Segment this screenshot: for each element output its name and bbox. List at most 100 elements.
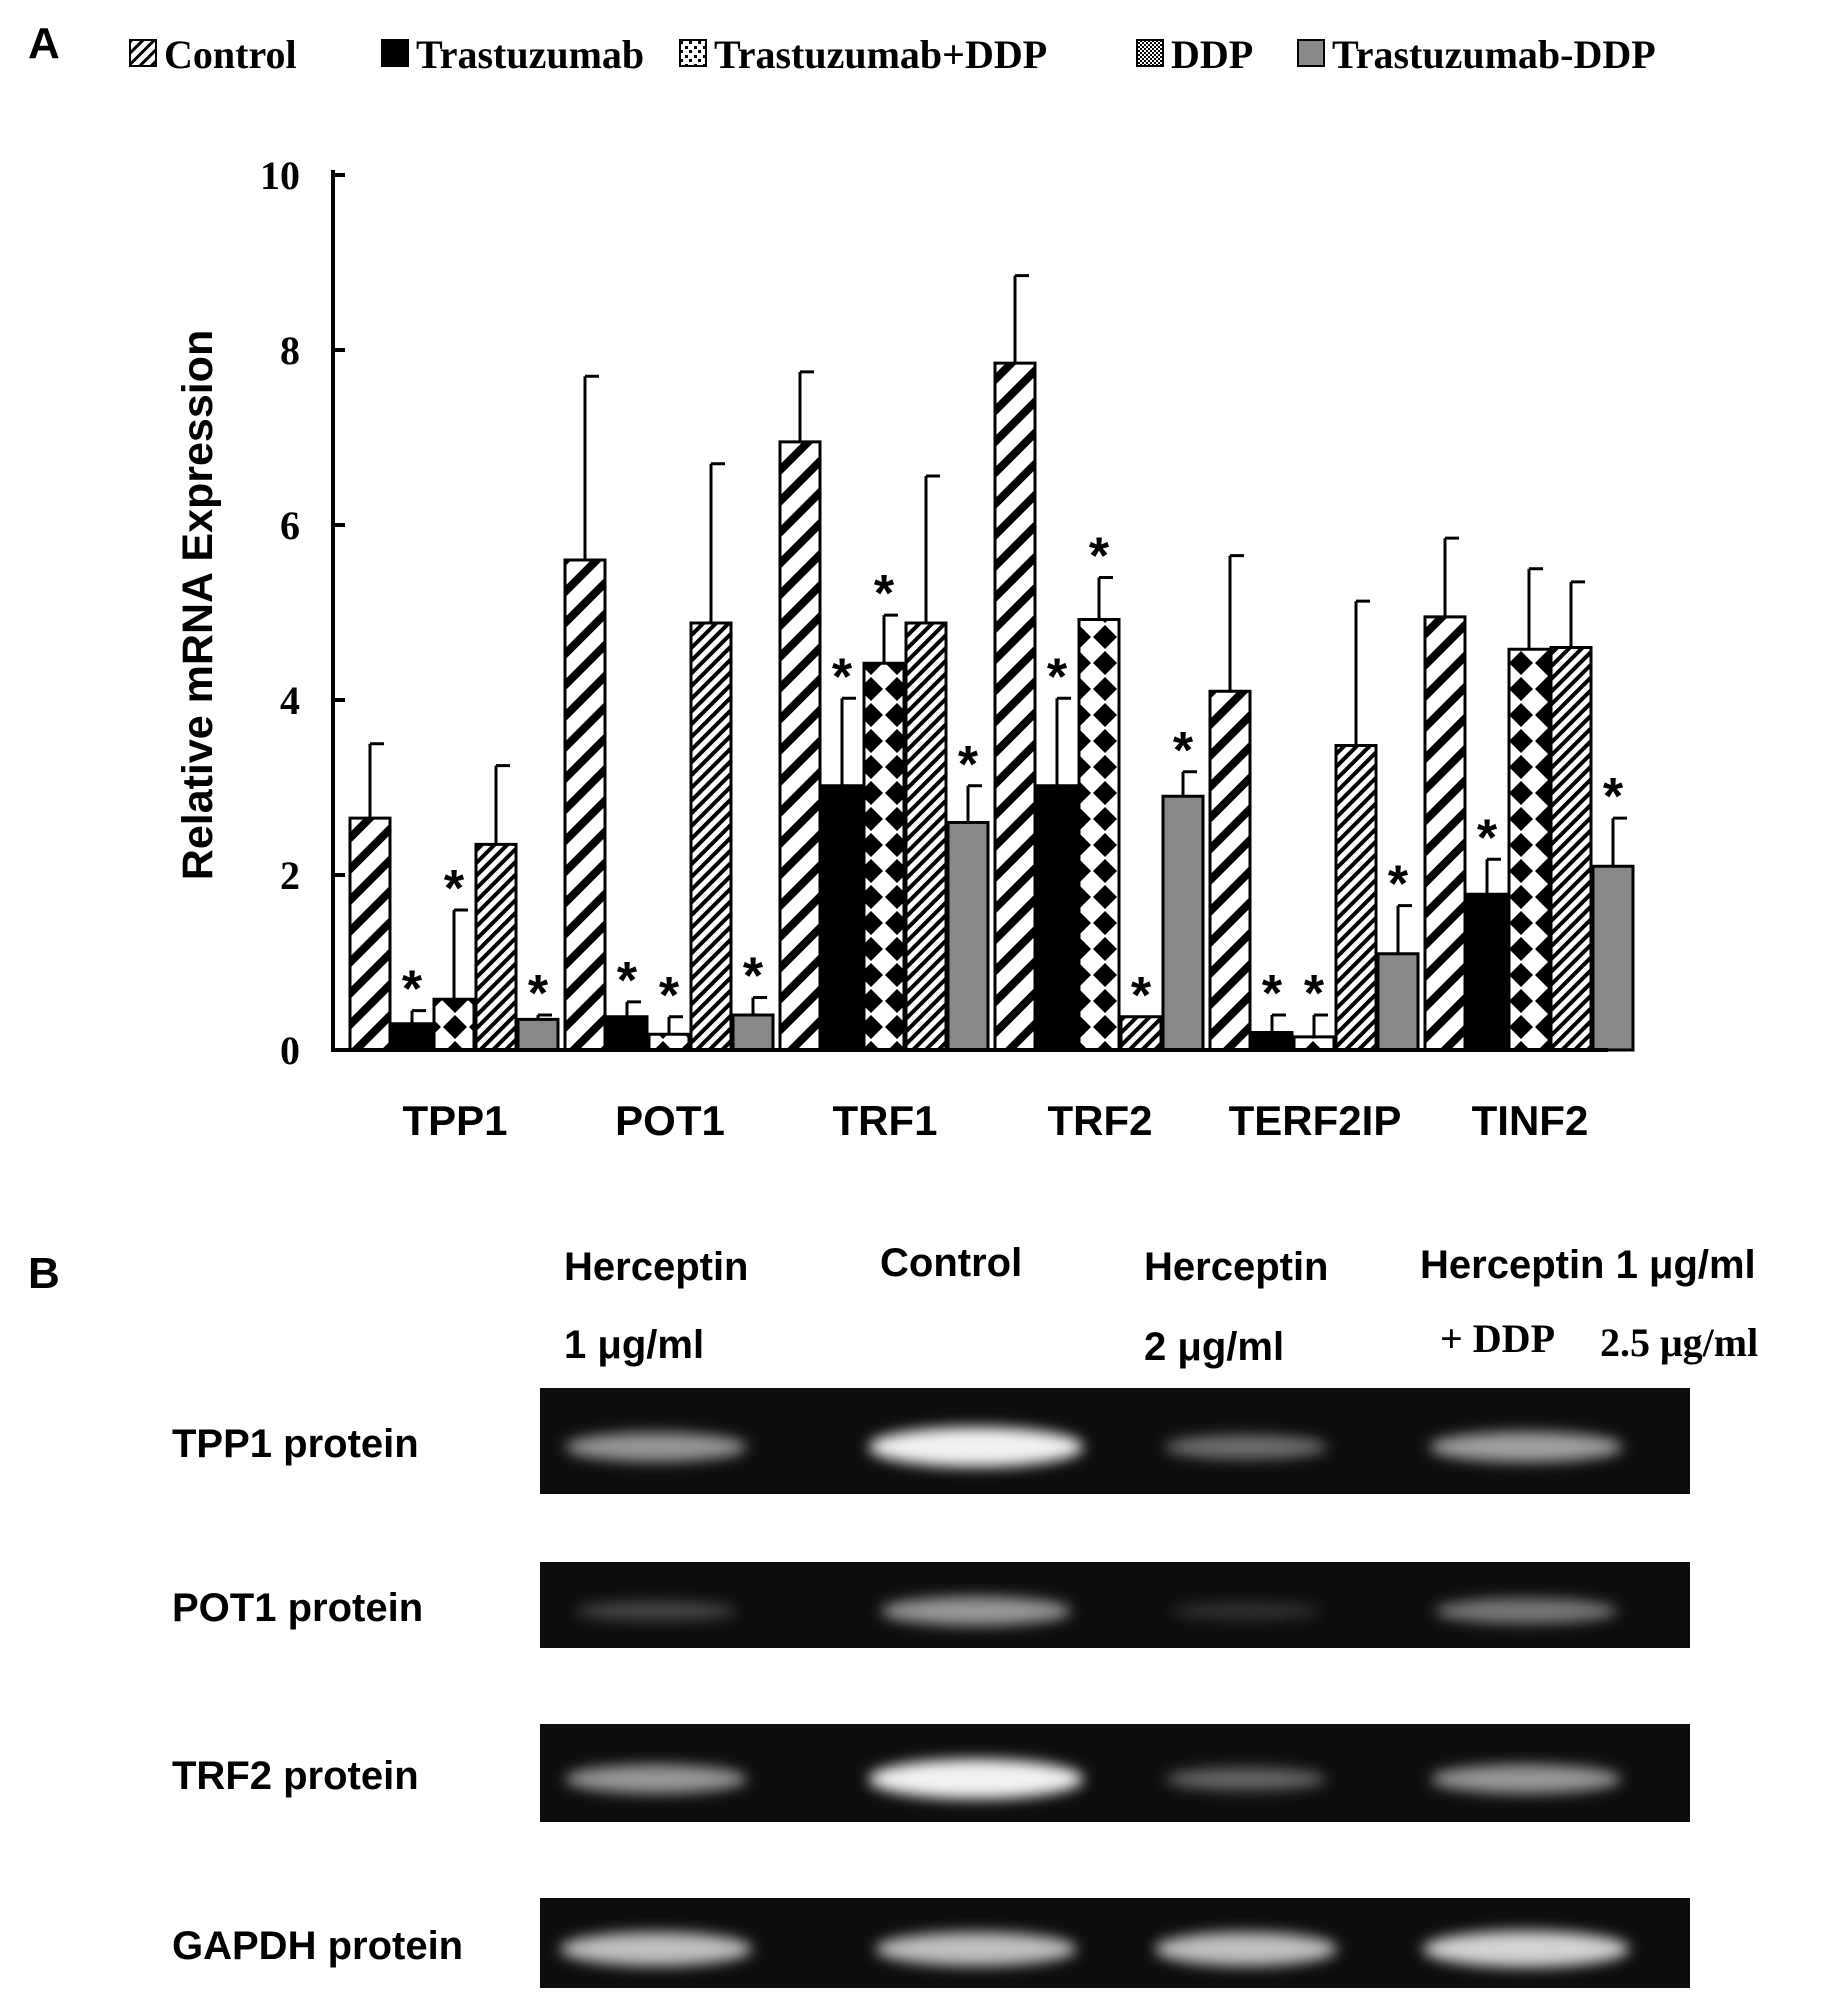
blot-band-pot1-lane-2 <box>880 1596 1072 1626</box>
y-tick-label-0: 0 <box>280 1028 300 1073</box>
legend-swatch-5 <box>1297 39 1325 67</box>
significance-star-tpp1-series-3: * <box>444 860 465 918</box>
x-tick-label-trf2: TRF2 <box>1048 1097 1153 1144</box>
blot-row-label-trf2: TRF2 protein <box>172 1754 419 1798</box>
bar-tpp1-series-4 <box>474 842 518 1052</box>
blot-band-gapdh-lane-3 <box>1154 1932 1338 1966</box>
x-tick-label-tinf2: TINF2 <box>1472 1097 1589 1144</box>
blot-rows: TPP1 protein POT1 protein TRF2 protein GAPD… <box>172 1388 1690 1988</box>
blot-column-4-line2-prefix: + DDP <box>1440 1316 1555 1361</box>
bar-trf2-series-3 <box>1077 618 1121 1052</box>
blot-row-label-gapdh: GAPDH protein <box>172 1924 463 1968</box>
legend-label-3: Trastuzumab+DDP <box>714 32 1047 77</box>
blot-band-tpp1-lane-3 <box>1164 1434 1328 1460</box>
blot-column-4-line1: Herceptin 1 μg/ml <box>1420 1243 1756 1287</box>
x-ticks-group: TPP1 POT1 TRF1 TRF2 TERF2IP TINF2 <box>402 1097 1588 1144</box>
legend-label-1: Control <box>164 32 297 77</box>
blot-column-3-line1: Herceptin <box>1144 1245 1329 1289</box>
western-blot-panel: Herceptin 1 μg/ml Control Herceptin 2 μg… <box>172 1241 1758 1988</box>
significance-star-trf1-series-3: * <box>874 565 895 623</box>
significance-star-terf2ip-series-5: * <box>1388 856 1409 914</box>
blot-column-1-line2: 1 μg/ml <box>564 1323 704 1367</box>
blot-band-trf2-lane-4 <box>1430 1764 1622 1794</box>
bar-terf2ip-series-5 <box>1376 952 1420 1052</box>
bar-trf2-series-5 <box>1161 794 1205 1052</box>
bar-trf1-series-1 <box>778 440 822 1052</box>
bar-tpp1-series-2 <box>390 1022 434 1052</box>
y-axis-label: Relative mRNA Expression <box>174 330 222 880</box>
bar-pot1-series-3 <box>647 1032 691 1052</box>
y-tick-label-2: 4 <box>280 678 300 723</box>
legend-swatch-3 <box>679 39 707 67</box>
blot-band-tpp1-lane-4 <box>1429 1431 1623 1463</box>
x-tick-label-terf2ip: TERF2IP <box>1229 1097 1402 1144</box>
legend-label-2: Trastuzumab <box>416 32 644 77</box>
bar-tpp1-series-5 <box>516 1017 560 1052</box>
panel-a-letter: A <box>28 19 60 68</box>
panel-b-letter: B <box>28 1249 60 1298</box>
bar-terf2ip-series-4 <box>1334 744 1378 1052</box>
bar-trf1-series-3 <box>862 661 906 1052</box>
significance-star-trf2-series-4: * <box>1131 967 1152 1025</box>
bar-trf1-series-5 <box>946 821 990 1052</box>
significance-star-terf2ip-series-2: * <box>1262 965 1283 1023</box>
blot-column-4-line2: 2.5 μg/ml <box>1600 1320 1758 1365</box>
blot-band-pot1-lane-1 <box>575 1601 737 1621</box>
blot-column-1-line1: Herceptin <box>564 1245 749 1289</box>
bar-tinf2-series-1 <box>1423 615 1467 1052</box>
bar-tinf2-series-3 <box>1507 647 1551 1052</box>
significance-markers-group: * * * * * * * * * * * * * * * * * * <box>402 528 1624 1025</box>
x-tick-label-trf1: TRF1 <box>833 1097 938 1144</box>
chart-legend: Control Trastuzumab Trastuzumab+DDP DDP Tras… <box>129 32 1656 77</box>
blot-band-pot1-lane-3 <box>1171 1602 1321 1620</box>
bar-terf2ip-series-2 <box>1250 1031 1294 1052</box>
bar-tinf2-series-2 <box>1465 892 1509 1052</box>
significance-star-pot1-series-5: * <box>743 948 764 1006</box>
legend-swatch-4 <box>1136 39 1164 67</box>
significance-star-trf1-series-5: * <box>958 736 979 794</box>
y-tick-label-1: 2 <box>280 853 300 898</box>
significance-star-trf1-series-2: * <box>832 648 853 706</box>
blot-band-trf2-lane-1 <box>565 1764 747 1794</box>
bar-terf2ip-series-1 <box>1208 689 1252 1052</box>
bar-pot1-series-1 <box>563 558 607 1052</box>
y-tick-label-4: 8 <box>280 328 300 373</box>
x-tick-label-tpp1: TPP1 <box>402 1097 507 1144</box>
bars-group <box>348 361 1635 1052</box>
bar-trf2-series-2 <box>1035 784 1079 1052</box>
bar-pot1-series-4 <box>689 621 733 1052</box>
bar-tinf2-series-5 <box>1591 864 1635 1052</box>
significance-star-trf2-series-3: * <box>1089 528 1110 586</box>
significance-star-pot1-series-3: * <box>659 967 680 1025</box>
bar-trf1-series-2 <box>820 784 864 1052</box>
bar-trf1-series-4 <box>904 621 948 1052</box>
significance-star-tinf2-series-5: * <box>1603 768 1624 826</box>
x-tick-label-pot1: POT1 <box>615 1097 725 1144</box>
blot-band-gapdh-lane-1 <box>559 1932 753 1966</box>
y-tick-label-5: 10 <box>260 153 300 198</box>
bar-pot1-series-2 <box>605 1015 649 1052</box>
bar-tpp1-series-3 <box>432 997 476 1052</box>
bar-tinf2-series-4 <box>1549 646 1593 1052</box>
y-tick-label-3: 6 <box>280 503 300 548</box>
legend-label-5: Trastuzumab-DDP <box>1332 32 1656 77</box>
blot-band-trf2-lane-2 <box>868 1759 1084 1799</box>
blot-band-pot1-lane-4 <box>1434 1598 1618 1624</box>
blot-band-gapdh-lane-2 <box>875 1932 1077 1966</box>
blot-row-label-pot1: POT1 protein <box>172 1586 423 1630</box>
significance-star-tpp1-series-2: * <box>402 961 423 1019</box>
blot-row-label-tpp1: TPP1 protein <box>172 1422 419 1466</box>
blot-band-gapdh-lane-4 <box>1422 1930 1630 1968</box>
significance-star-tpp1-series-5: * <box>528 965 549 1023</box>
significance-star-trf2-series-5: * <box>1173 722 1194 780</box>
significance-star-terf2ip-series-3: * <box>1304 965 1325 1023</box>
blot-column-2-line1: Control <box>880 1241 1022 1285</box>
blot-band-trf2-lane-3 <box>1165 1767 1327 1791</box>
blot-band-tpp1-lane-1 <box>565 1432 747 1462</box>
bar-pot1-series-5 <box>731 1013 775 1052</box>
significance-star-trf2-series-2: * <box>1047 648 1068 706</box>
blot-column-3-line2: 2 μg/ml <box>1144 1325 1284 1369</box>
legend-label-4: DDP <box>1171 32 1253 77</box>
